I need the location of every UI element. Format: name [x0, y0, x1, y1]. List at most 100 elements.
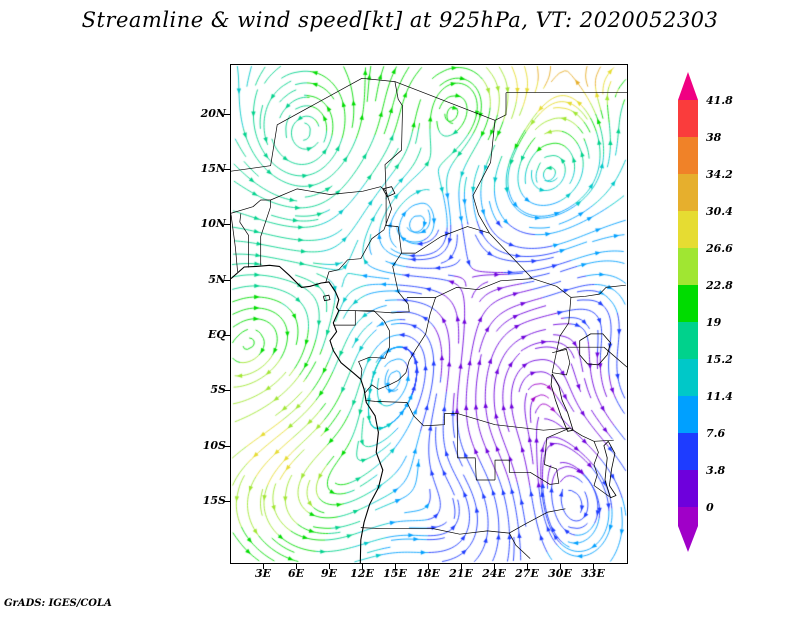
plot-area: [230, 64, 628, 564]
lat-tickmark: [224, 113, 230, 115]
country-border: [472, 120, 496, 234]
lat-tickmark: [224, 501, 230, 503]
country-border: [407, 278, 533, 298]
lon-tick-label: 33E: [581, 567, 605, 580]
country-border: [385, 191, 490, 254]
lat-tickmark: [224, 445, 230, 447]
streamline-layer: [231, 65, 627, 563]
country-border: [489, 232, 572, 373]
lon-tickmark: [527, 563, 528, 569]
colorbar-top-arrow: [678, 72, 698, 100]
colorbar-label: 19: [706, 316, 722, 329]
country-border: [508, 532, 531, 559]
colorbar-label: 38: [706, 131, 722, 144]
country-border: [593, 441, 610, 497]
lon-tickmark: [560, 563, 561, 569]
lon-tickmark: [461, 563, 462, 569]
lat-tick-label: 10N: [200, 217, 226, 231]
country-border: [457, 413, 570, 431]
lon-tickmark: [428, 563, 429, 569]
country-border: [260, 200, 271, 266]
colorbar-label: 0: [706, 501, 714, 514]
country-border: [364, 297, 436, 393]
country-border: [360, 508, 566, 535]
map-borders-layer: [231, 77, 627, 563]
country-border: [231, 199, 271, 214]
lat-tick-label: 10S: [202, 438, 226, 452]
country-border: [569, 427, 614, 442]
lon-tick-label: 18E: [416, 567, 440, 580]
country-border: [231, 77, 403, 192]
colorbar: 41.8 38 34.2 30.4 26.6 22.8 19 15.2 11.4 7.6 3.8 0: [678, 72, 733, 552]
colorbar-label: 22.8: [705, 279, 733, 292]
colorbar-segment: [678, 211, 698, 248]
colorbar-label: 34.2: [706, 168, 733, 181]
colorbar-segment: [678, 285, 698, 322]
colorbar-bottom-arrow: [678, 526, 698, 552]
lon-tick-label: 21E: [449, 567, 473, 580]
colorbar-segment: [678, 470, 698, 507]
lat-tick-label: 20N: [200, 106, 226, 120]
lon-tickmark: [263, 563, 264, 569]
colorbar-segment: [678, 322, 698, 359]
lon-tick-label: 3E: [254, 567, 272, 580]
colorbar-segment: [678, 137, 698, 174]
lat-tick-label: 5S: [210, 383, 226, 397]
country-border: [231, 214, 238, 272]
colorbar-segment: [678, 100, 698, 137]
lat-tickmark: [224, 224, 230, 226]
colorbar-segment: [678, 248, 698, 285]
colorbar-label: 7.6: [706, 427, 725, 440]
lat-tickmark: [224, 279, 230, 281]
lake-outline: [382, 186, 396, 198]
plot-title: Streamline & wind speed[kt] at 925hPa, V…: [81, 8, 719, 32]
lat-tickmark: [224, 169, 230, 171]
lon-tick-label: 9E: [320, 567, 338, 580]
lat-tickmark: [224, 335, 230, 337]
lat-tick-label: 15S: [202, 494, 226, 508]
colorbar-label: 26.6: [705, 242, 733, 255]
colorbar-label: 11.4: [706, 390, 733, 403]
country-border: [239, 213, 249, 268]
country-border: [338, 252, 410, 314]
lon-tick-label: 12E: [350, 567, 374, 580]
colorbar-segment: [678, 507, 698, 526]
colorbar-label: 30.4: [706, 205, 733, 218]
lon-tickmark: [362, 563, 363, 569]
lat-tick-label: EQ: [208, 328, 226, 342]
lon-tickmark: [395, 563, 396, 569]
lon-tickmark: [593, 563, 594, 569]
country-border: [355, 310, 390, 380]
country-border: [394, 81, 507, 121]
country-border: [570, 284, 626, 298]
lake-outline: [323, 294, 331, 302]
lon-tickmark: [329, 563, 330, 569]
colorbar-label: 41.8: [706, 94, 733, 107]
country-border: [556, 346, 604, 352]
lon-tick-label: 6E: [287, 567, 305, 580]
grads-attribution: GrADS: IGES/COLA: [4, 598, 112, 609]
colorbar-segment: [678, 433, 698, 470]
colorbar-label: 3.8: [706, 464, 725, 477]
country-border: [603, 346, 627, 368]
country-border: [325, 191, 392, 284]
lon-tick-label: 30E: [548, 567, 572, 580]
country-border: [552, 349, 571, 376]
lake-outline: [550, 373, 574, 432]
country-border: [270, 186, 387, 201]
lat-tickmark: [224, 390, 230, 392]
country-border: [333, 310, 356, 326]
colorbar-segment: [678, 174, 698, 211]
lat-tick-label: 15N: [200, 162, 226, 176]
lon-tick-label: 15E: [383, 567, 407, 580]
country-border: [494, 427, 570, 485]
lake-outline: [579, 333, 611, 366]
lon-tickmark: [296, 563, 297, 569]
lon-tick-label: 24E: [482, 567, 506, 580]
colorbar-segment: [678, 359, 698, 396]
colorbar-label: 15.2: [706, 353, 733, 366]
lake-outline: [603, 441, 617, 499]
country-border: [365, 399, 495, 481]
lon-tickmark: [494, 563, 495, 569]
